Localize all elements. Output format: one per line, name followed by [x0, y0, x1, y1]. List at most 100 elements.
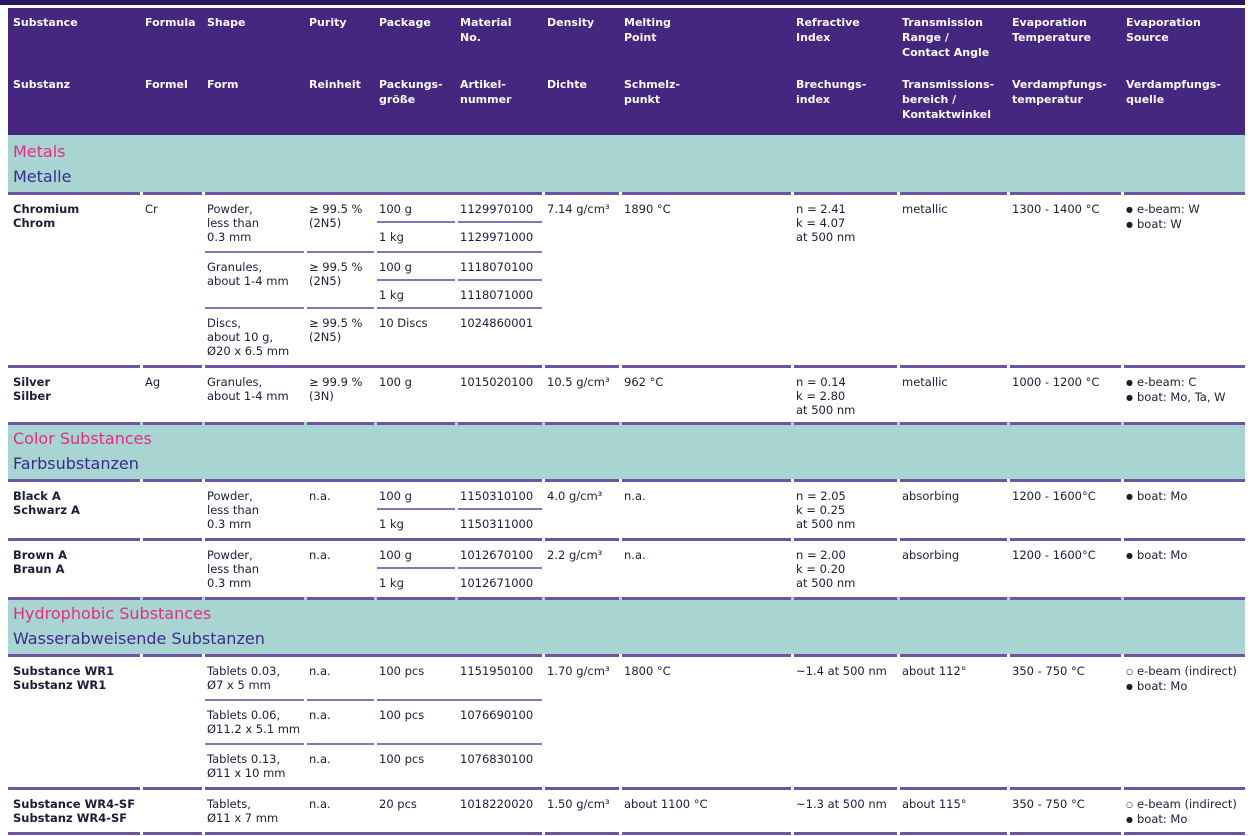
column-label-en: Substance: [13, 16, 78, 29]
cell-melting-point: about 1100 °C: [622, 787, 791, 832]
package-row: 1 kg 1129971000: [377, 221, 542, 249]
cell-material-no: 1018220020: [460, 797, 534, 811]
cell-package: 100 pcs: [379, 664, 425, 678]
bottom-border-segment: [143, 832, 202, 835]
cell-melting-point: n.a.: [622, 538, 791, 597]
evaporation-source-item: ● boat: Mo, Ta, W: [1126, 390, 1243, 405]
column-label-de: Packungs- größe: [379, 78, 443, 106]
cell-density: 1.50 g/cm³: [545, 787, 619, 832]
band-border-segment: [377, 135, 455, 192]
cell-refractive-index: n = 2.05 k = 0.25 at 500 nm: [794, 479, 897, 538]
column-label-en: Transmission Range / Contact Angle: [902, 16, 990, 59]
section-band-metals: Metals Metalle: [8, 135, 1245, 192]
cell-formula: Cr: [143, 192, 202, 365]
evaporation-source-text: boat: Mo: [1137, 548, 1188, 562]
cell-package: 100 g: [379, 202, 412, 216]
band-border-segment: [458, 422, 542, 479]
package-row: 100 pcs 1151950100: [377, 657, 542, 683]
cell-refractive-index: n = 0.14 k = 2.80 at 500 nm: [794, 365, 897, 422]
shape-group: Tablets 0.13, Ø11 x 10 mm n.a. 100 pcs 1076…: [205, 743, 542, 787]
cell-shape: Tablets 0.03, Ø7 x 5 mm: [207, 664, 281, 692]
band-border-segment: [8, 597, 140, 654]
cell-purity: ≥ 99.9 % (3N): [309, 375, 363, 403]
cell-purity: n.a.: [307, 699, 374, 743]
package-row: 100 g 1150310100: [377, 482, 542, 508]
band-border-segment: [1124, 422, 1245, 479]
cell-purity: n.a.: [309, 548, 331, 562]
header-col-purity: Purity Reinheit: [307, 15, 374, 122]
evaporation-source-text: boat: Mo: [1137, 489, 1188, 503]
column-label-de: Brechungs- index: [796, 78, 867, 106]
cell-transmission-range: metallic: [900, 192, 1007, 365]
substance-name-en: Silver: [13, 375, 51, 389]
cell-package: 1 kg: [377, 221, 455, 249]
column-label-de: Verdampfungs- temperatur: [1012, 78, 1107, 106]
section-title-de: Metalle: [13, 167, 72, 186]
table-header: Substance Substanz Formula Formel Shape Form P…: [8, 8, 1245, 135]
column-label-en: Density: [547, 16, 595, 29]
cell-purity: ≥ 99.5 % (2N5): [307, 307, 374, 365]
cell-material-no: 1076830100: [460, 752, 534, 766]
column-label-de: Formel: [145, 78, 188, 91]
row-substance-wr4-sf: Substance WR4-SF Substanz WR4-SF Tablets, …: [8, 787, 1245, 832]
cell-evaporation-source: ○ e-beam (indirect) ● boat: Mo: [1124, 654, 1245, 787]
cell-evaporation-source: ○ e-beam (indirect) ● boat: Mo: [1124, 787, 1245, 832]
shape-variants-block: Powder, less than 0.3 mm n.a. 100 g 1150310…: [205, 479, 542, 538]
section-title-en: Metals: [13, 142, 66, 161]
cell-shape: Powder, less than 0.3 mm: [207, 489, 260, 531]
cell-transmission-range: about 112°: [900, 654, 1007, 787]
cell-refractive-index: n = 2.41 k = 4.07 at 500 nm: [794, 192, 897, 365]
substance-name-de: Braun A: [13, 562, 65, 576]
package-block: 100 pcs 1076830100: [377, 743, 542, 787]
cell-substance: Brown A Braun A: [8, 538, 140, 597]
package-row: 100 pcs 1076690100: [377, 701, 542, 727]
band-border-segment: [8, 422, 140, 479]
cell-material-no: 1118071000: [458, 279, 542, 307]
evaporation-source-item: ● boat: Mo: [1126, 489, 1243, 504]
column-label-de: Artikel- nummer: [460, 78, 512, 106]
header-col-transmission-range: Transmission Range / Contact Angle Transm…: [900, 15, 1007, 122]
cell-refractive-index: ~1.3 at 500 nm: [794, 787, 897, 832]
cell-package: 100 g: [379, 375, 412, 389]
cell-formula: [143, 787, 202, 832]
cell-material-no: 1129970100: [460, 202, 534, 216]
column-label-de: Form: [207, 78, 239, 91]
substance-name-de: Substanz WR1: [13, 678, 107, 692]
shape-group: Tablets, Ø11 x 7 mm n.a. 20 pcs 1018220020: [205, 790, 542, 832]
cell-substance: Black A Schwarz A: [8, 479, 140, 538]
row-brown-a: Brown A Braun A Powder, less than 0.3 mm n.…: [8, 538, 1245, 597]
filled-bullet-icon: ●: [1126, 815, 1133, 824]
open-bullet-icon: ○: [1126, 800, 1133, 809]
column-label-de: Reinheit: [309, 78, 361, 91]
cell-evaporation-temperature: 1200 - 1600°C: [1010, 479, 1121, 538]
package-block: 100 g 1118070100 1 kg 1118071000: [377, 251, 542, 307]
evaporation-source-item: ● boat: Mo: [1126, 548, 1243, 563]
band-border-segment: [458, 597, 542, 654]
cell-density: 1.70 g/cm³: [545, 654, 619, 787]
section-title: Metals Metalle: [13, 139, 71, 189]
cell-substance: Substance WR4-SF Substanz WR4-SF: [8, 787, 140, 832]
row-chromium: Chromium Chrom Cr Powder, less than 0.3 mm ≥…: [8, 192, 1245, 365]
evaporation-source-text: boat: Mo: [1137, 812, 1188, 826]
header-col-density: Density Dichte: [545, 15, 619, 122]
cell-transmission-range: absorbing: [900, 538, 1007, 597]
column-label-en: Formula: [145, 16, 196, 29]
cell-melting-point: 1800 °C: [622, 654, 791, 787]
substance-name-en: Substance WR4-SF: [13, 797, 136, 811]
cell-material-no: 1150311000: [458, 508, 542, 536]
header-col-material-no: Material No. Artikel- nummer: [458, 15, 542, 122]
cell-shape: Tablets 0.06, Ø11.2 x 5.1 mm: [205, 699, 304, 743]
package-row: 1 kg 1150311000: [377, 508, 542, 536]
cell-material-no: 1151950100: [460, 664, 534, 678]
column-label-en: Refractive Index: [796, 16, 860, 44]
shape-group: Discs, about 10 g, Ø20 x 6.5 mm ≥ 99.5 % …: [205, 307, 542, 365]
band-border-segment: [1124, 597, 1245, 654]
header-col-formula: Formula Formel: [143, 15, 202, 122]
column-label-de: Transmissions- bereich / Kontaktwinkel: [902, 78, 995, 121]
cell-package: 100 g: [379, 260, 412, 274]
section-title-en: Hydrophobic Substances: [13, 604, 212, 623]
cell-refractive-index: n = 2.00 k = 0.20 at 500 nm: [794, 538, 897, 597]
column-label-en: Evaporation Temperature: [1012, 16, 1092, 44]
cell-transmission-range: absorbing: [900, 479, 1007, 538]
evaporation-source-text: boat: Mo: [1137, 679, 1188, 693]
